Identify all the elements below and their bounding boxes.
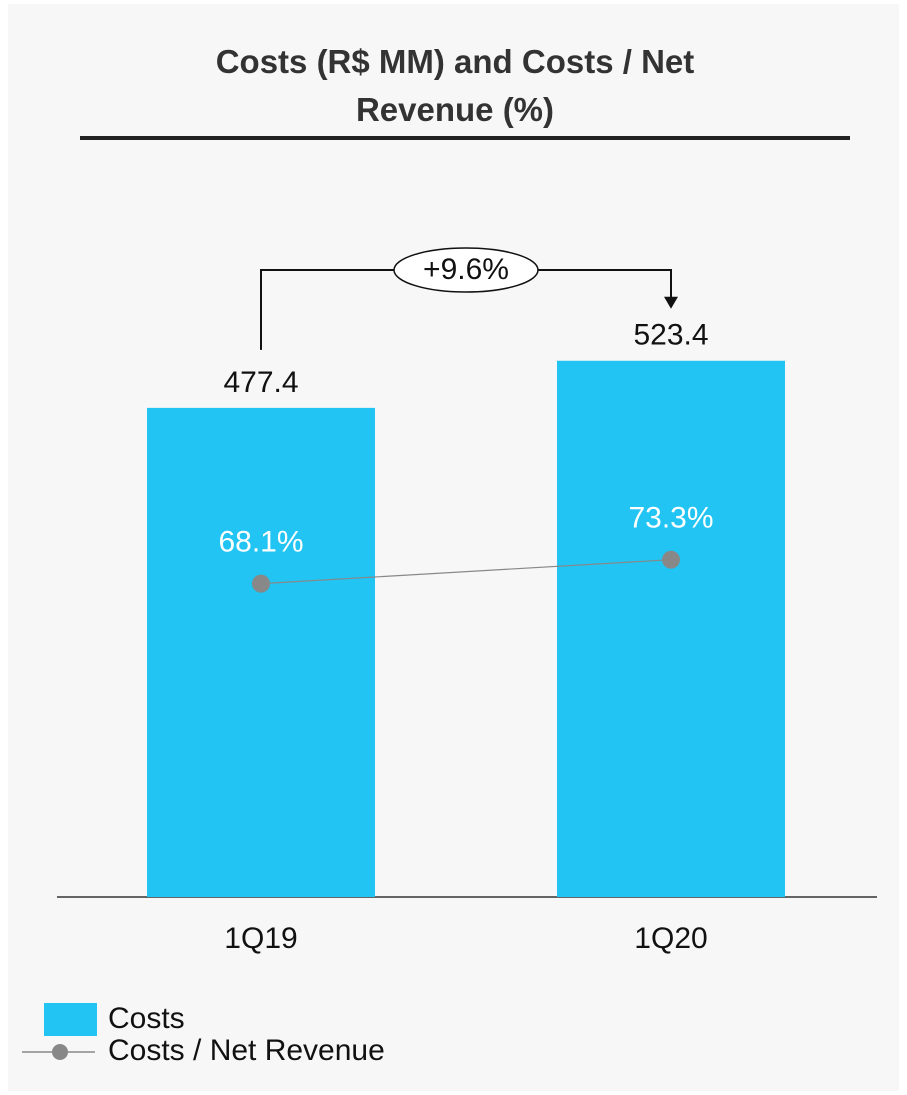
bar-value-label: 477.4 [223,366,298,399]
chart-title: Costs (R$ MM) and Costs / Net Revenue (%… [215,43,695,128]
legend-swatch [44,1003,97,1036]
annotation-bubble [393,247,539,293]
annotation-label: +9.6% [423,253,509,286]
line [260,559,672,585]
bar-value-label: 523.4 [633,319,708,352]
bar [557,360,785,897]
legend-marker [52,1044,68,1060]
line-point [252,574,270,593]
line-point [662,550,680,569]
line-value-label: 68.1% [218,526,303,559]
legend-label: Costs / Net Revenue [108,1034,385,1067]
annotation-arrowhead [664,296,678,309]
x-tick-label: 1Q19 [224,922,297,955]
x-tick-label: 1Q20 [634,922,707,955]
bar [147,407,375,897]
legend-label: Costs [108,1002,185,1035]
line-value-label: 73.3% [628,502,713,535]
